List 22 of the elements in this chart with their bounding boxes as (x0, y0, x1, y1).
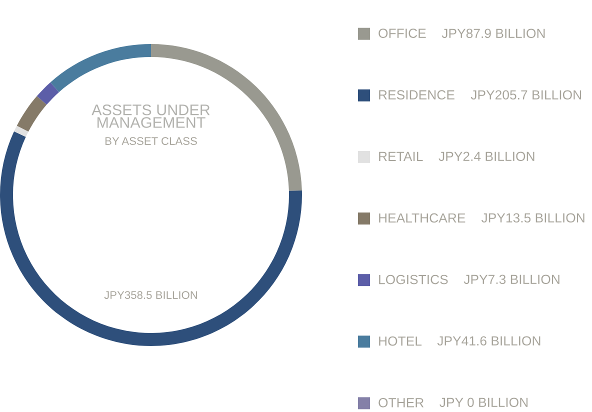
data-label: JPY87.9 BILLION (442, 28, 545, 38)
data-label: JPY205.7 BILLION (470, 90, 582, 100)
donut-slice (0, 131, 302, 346)
legend-label: RESIDENCE (379, 90, 454, 100)
data-label: JPY41.6 BILLION (437, 336, 540, 346)
donut-slice (50, 44, 151, 92)
donut-slice (14, 126, 28, 137)
data-label: JPY7.3 BILLION (464, 274, 560, 284)
legend-label: OFFICE (378, 28, 426, 38)
text: JPY 0 BILLION (440, 398, 528, 408)
legend-label: HOTEL (379, 336, 422, 346)
donut-slice (16, 96, 47, 132)
text: JPY358.5 BILLION (104, 291, 198, 299)
data-label: JPY2.4 BILLION (438, 152, 534, 162)
legend-label: OTHER (378, 398, 424, 408)
legend-label: RETAIL (379, 152, 423, 161)
donut-slice (36, 82, 60, 105)
text: ASSETS UNDER MANAGEMENT (92, 104, 210, 128)
legend-label: HEALTHCARE (379, 213, 466, 223)
data-label: JPY13.5 BILLION (481, 213, 584, 223)
legend-label: LOGISTICS (379, 274, 448, 284)
text: BY ASSET CLASS (105, 137, 197, 145)
